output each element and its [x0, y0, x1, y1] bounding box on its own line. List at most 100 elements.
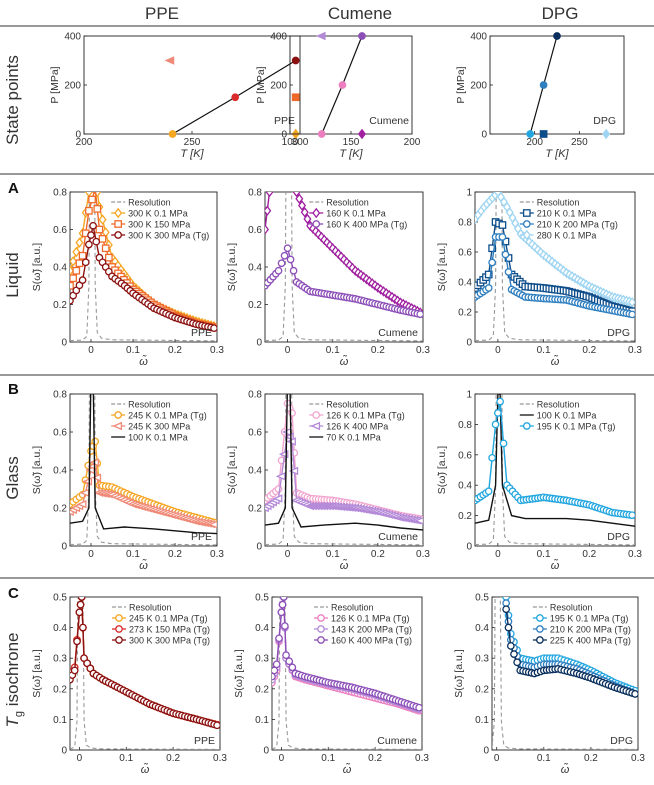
plot-area [70, 597, 220, 750]
data-point [78, 276, 87, 284]
data-point [282, 651, 290, 659]
legend-label: 100 K 0.1 MPa [128, 433, 188, 443]
series-line [265, 394, 423, 531]
data-point [286, 255, 295, 264]
data-point [81, 258, 90, 267]
y-tick-label: 0.2 [53, 504, 67, 515]
chart-glass_ppe: 0 0.1 0.2 0.3 0 0.2 0.4 0.6 0.8 S(ω̃) [a.u.] ω̃ Res… [31, 390, 224, 573]
data-point [70, 256, 78, 267]
data-point [75, 237, 84, 248]
x-tick-label: 200 [526, 137, 543, 148]
legend-marker [114, 411, 123, 419]
data-point [91, 192, 100, 193]
x-tick-label: 0.1 [537, 345, 551, 356]
legend-label: 225 K 400 MPa (Tg) [550, 636, 631, 646]
state-point [164, 56, 175, 65]
y-tick-label: 0.3 [255, 654, 269, 665]
y-tick-label: 400 [270, 32, 287, 43]
chart-liq_dpg: 0 0.1 0.2 0.3 0 0.2 0.4 0.6 0.8 1 S(ω̃) [a.u.] ω̃ Re… [436, 188, 642, 369]
y-tick-label: 0.1 [53, 715, 67, 726]
sample-label: PPE [191, 327, 212, 339]
legend-label: Resolution [326, 198, 369, 208]
chart-glass_cumene: 0 0.1 0.2 0.3 0 0.2 0.4 0.6 0.8 S(ω̃) [a.u.] ω̃ Res… [226, 390, 430, 573]
sample-label: DPG [593, 115, 616, 127]
y-tick-label: 0.2 [53, 300, 67, 311]
chart-iso_ppe: 0 0.1 0.2 0.3 0 0.1 0.2 0.3 0.4 0.5 S(ω̃) [a.u.] ω̃… [31, 593, 227, 777]
x-tick-label: 250 [184, 137, 201, 148]
x-tick-label: 300 [292, 137, 309, 148]
y-tick-label: 0 [466, 542, 472, 553]
sample-label: DPG [607, 531, 630, 543]
data-point [213, 721, 220, 730]
legend-marker [317, 636, 325, 644]
y-axis-label: S(ω̃) [a.u.] [226, 243, 238, 292]
data-point [502, 599, 510, 607]
plot-area [272, 597, 422, 750]
legend-marker [317, 625, 325, 633]
series-line [265, 192, 423, 315]
y-axis-label: S(ω̃) [a.u.] [436, 243, 448, 292]
col-title-cumene: Cumene [328, 4, 392, 23]
y-axis-label: S(ω̃) [a.u.] [233, 649, 245, 698]
legend-label: 300 K 300 MPa (Tg) [128, 231, 209, 241]
data-point [488, 244, 496, 253]
y-tick-label: 0.8 [53, 390, 67, 401]
y-tick-label: 0.8 [248, 188, 262, 199]
y-tick-label: 0.4 [255, 623, 269, 634]
data-point [272, 660, 281, 669]
data-point [272, 494, 283, 503]
legend-marker [312, 220, 321, 228]
data-point [93, 205, 102, 213]
col-title-ppe: PPE [145, 4, 179, 23]
chart-state_cumene: 100 150 200 0 200 400 P [MPa] T [K] Cumene [255, 32, 421, 161]
data-point [77, 597, 86, 601]
x-axis-label: ω̃ [340, 355, 349, 368]
panel-letter-a: A [8, 180, 19, 197]
sample-label: Cumene [369, 115, 409, 127]
plot-area [475, 192, 635, 342]
data-point [484, 270, 493, 279]
y-tick-label: 0 [481, 130, 487, 141]
data-point [281, 622, 289, 630]
row-label-liquid: Liquid [3, 252, 22, 297]
x-tick-label: 0.3 [213, 753, 227, 764]
legend-label: 245 K 300 MPa [128, 422, 190, 432]
data-point [288, 663, 297, 672]
x-tick-label: 100 [282, 137, 299, 148]
data-point [488, 258, 496, 267]
x-tick-label: 0.1 [537, 549, 551, 560]
legend-label: Resolution [128, 198, 171, 208]
legend-label: 300 K 300 MPa (Tg) [129, 636, 210, 646]
state-point [358, 32, 366, 40]
y-tick-label: 0.6 [53, 225, 67, 236]
y-tick-label: 0.4 [458, 278, 472, 289]
x-tick-label: 0 [285, 345, 291, 356]
data-point [502, 605, 510, 614]
legend-label: Resolution [537, 198, 580, 208]
x-tick-label: 0.3 [628, 345, 642, 356]
legend-marker [312, 207, 321, 219]
y-tick-label: 0.6 [458, 450, 472, 461]
sample-label: PPE [191, 531, 212, 543]
iso-suffix: isochrone [3, 633, 22, 711]
x-axis-label: ω̃ [141, 763, 150, 776]
y-tick-label: 0 [256, 542, 262, 553]
data-point [89, 180, 95, 188]
legend-marker [536, 636, 544, 644]
y-tick-label: 0.4 [53, 466, 67, 477]
legend-label: 210 K 0.1 MPa [537, 209, 597, 219]
legend-marker [115, 614, 123, 622]
y-axis-label: P [MPa] [49, 66, 61, 103]
legend-label: 280 K 0.1 MPa [537, 231, 597, 241]
state-point [291, 56, 300, 65]
data-point [92, 237, 101, 246]
legend-marker [536, 614, 544, 622]
legend-label: Resolution [331, 603, 374, 613]
data-point [415, 703, 422, 712]
x-tick-label: 0.2 [584, 753, 598, 764]
legend-marker [536, 625, 544, 633]
data-point [501, 250, 510, 259]
y-tick-label: 0.1 [255, 715, 269, 726]
legend-label: 160 K 400 MPa (Tg) [326, 220, 407, 230]
chart-state_dpg: 200 250 0 200 400 P [MPa] T [K] DPG [455, 32, 625, 160]
